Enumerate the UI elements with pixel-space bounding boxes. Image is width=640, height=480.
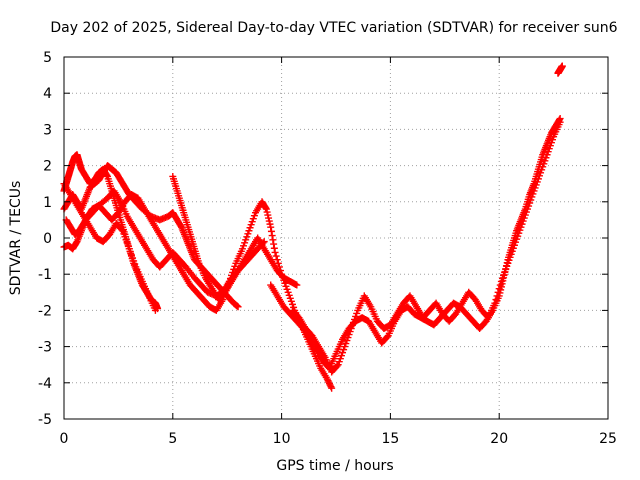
data-point <box>262 204 270 212</box>
series-track-i <box>554 62 566 77</box>
ticks-layer: 0 5 10 15 20 25 -5 -4 -3 -2 -1 0 1 2 3 4 5 <box>38 50 617 447</box>
data-point <box>496 281 504 289</box>
x-tick-label: 5 <box>168 431 177 447</box>
data-point <box>293 281 301 289</box>
y-axis-label: SDTVAR / TECUs <box>8 181 24 296</box>
data-point <box>493 292 501 300</box>
data-point <box>492 296 500 304</box>
x-tick-label: 20 <box>490 431 508 447</box>
data-point <box>494 288 502 296</box>
y-tick-label: 4 <box>43 86 52 102</box>
data-point <box>118 226 126 234</box>
data-point <box>151 306 159 314</box>
y-tick-label: -4 <box>38 376 52 392</box>
data-point <box>268 232 276 240</box>
data-point <box>234 303 242 311</box>
y-tick-label: -3 <box>38 340 52 356</box>
x-tick-label: 15 <box>381 431 399 447</box>
x-axis-label: GPS time / hours <box>276 458 393 474</box>
x-tick-label: 25 <box>599 431 617 447</box>
x-tick-label: 0 <box>60 431 69 447</box>
series-track-b <box>60 162 242 311</box>
chart-title: Day 202 of 2025, Sidereal Day-to-day VTE… <box>50 20 617 36</box>
data-point <box>495 285 503 293</box>
series-track-g <box>60 180 159 314</box>
data-point <box>273 256 281 264</box>
y-tick-label: 2 <box>43 159 52 175</box>
y-tick-label: -5 <box>38 412 52 428</box>
data-point <box>556 118 564 126</box>
marks-layer <box>60 62 566 392</box>
data-point <box>270 244 278 252</box>
y-tick-label: 3 <box>43 122 52 138</box>
data-point <box>491 299 499 307</box>
data-point <box>269 236 277 244</box>
data-point <box>328 384 336 392</box>
data-point <box>383 333 391 341</box>
data-point <box>558 62 566 70</box>
y-tick-label: -2 <box>38 303 52 319</box>
data-point <box>270 240 278 248</box>
data-point <box>271 248 279 256</box>
x-tick-label: 10 <box>273 431 291 447</box>
y-tick-label: 0 <box>43 231 52 247</box>
y-tick-label: -1 <box>38 267 52 283</box>
y-tick-label: 1 <box>43 195 52 211</box>
y-tick-label: 5 <box>43 50 52 66</box>
series-track-d <box>62 191 336 392</box>
data-point <box>267 223 275 231</box>
data-point <box>327 383 335 391</box>
series-track-h <box>169 172 301 304</box>
data-point <box>272 252 280 260</box>
data-point <box>333 362 341 370</box>
series-track-f <box>288 118 564 376</box>
data-point <box>267 227 275 235</box>
